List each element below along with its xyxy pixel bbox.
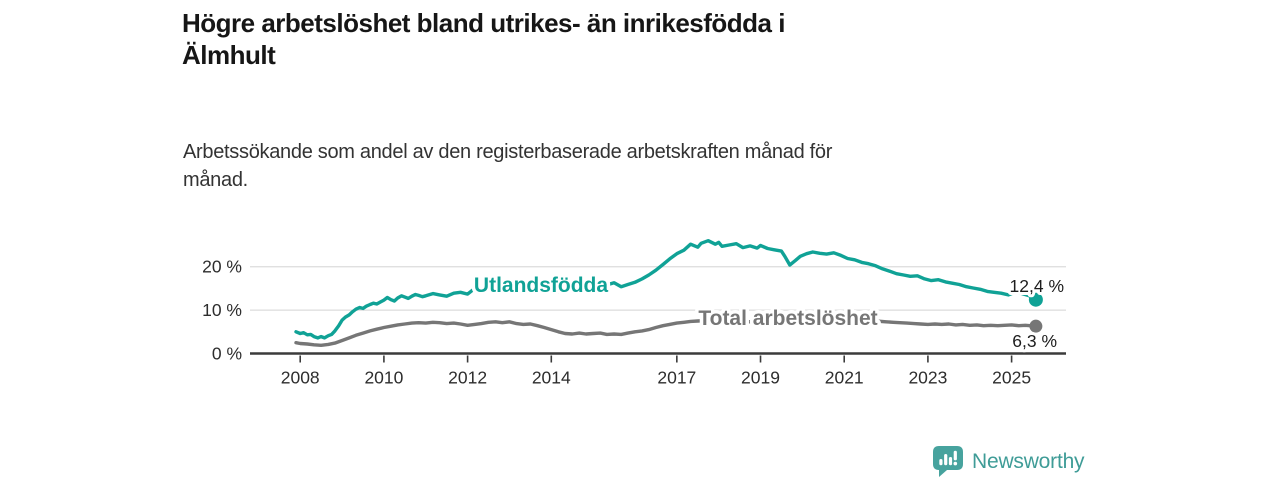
series-end-value-label: 6,3 %: [1012, 331, 1057, 351]
series-line: [294, 317, 1038, 347]
y-axis-tick-label: 0 %: [212, 344, 242, 364]
header: Högre arbetslöshet bland utrikes- än inr…: [182, 7, 785, 71]
x-axis-tick-label: 2012: [448, 368, 487, 388]
y-axis-tick-label: 10 %: [202, 300, 242, 320]
chart-title-line: Älmhult: [182, 40, 276, 70]
chart-subtitle-line: Arbetssökande som andel av den registerb…: [183, 141, 833, 163]
x-axis-tick-label: 2019: [741, 368, 780, 388]
x-axis-tick-label: 2014: [532, 368, 571, 388]
series-line: [294, 238, 1038, 340]
newsworthy-logo-text: Newsworthy: [972, 450, 1085, 473]
x-axis-tick-label: 2025: [992, 368, 1031, 388]
series-label: Total arbetslöshet: [698, 307, 877, 330]
chart-subtitle-line: månad.: [183, 169, 248, 191]
y-axis-tick-label: 20 %: [202, 257, 242, 277]
chart-title: Högre arbetslöshet bland utrikes- än inr…: [182, 7, 785, 71]
series-end-dot: [1028, 292, 1043, 307]
x-axis-tick-label: 2017: [657, 368, 696, 388]
x-axis-tick-label: 2008: [281, 368, 320, 388]
newsworthy-logo-icon: [933, 446, 963, 477]
x-axis-tick-label: 2010: [364, 368, 403, 388]
chart-subtitle: Arbetssökande som andel av den registerb…: [183, 138, 832, 194]
series-end-dot: [1029, 319, 1043, 333]
newsworthy-logo: Newsworthy: [933, 446, 1085, 478]
x-axis-tick-label: 2021: [825, 368, 864, 388]
x-axis-tick-label: 2023: [908, 368, 947, 388]
series-end-value-label: 12,4 %: [1010, 276, 1064, 296]
series-label: Utlandsfödda: [474, 274, 608, 297]
chart-title-line: Högre arbetslöshet bland utrikes- än inr…: [182, 8, 785, 38]
